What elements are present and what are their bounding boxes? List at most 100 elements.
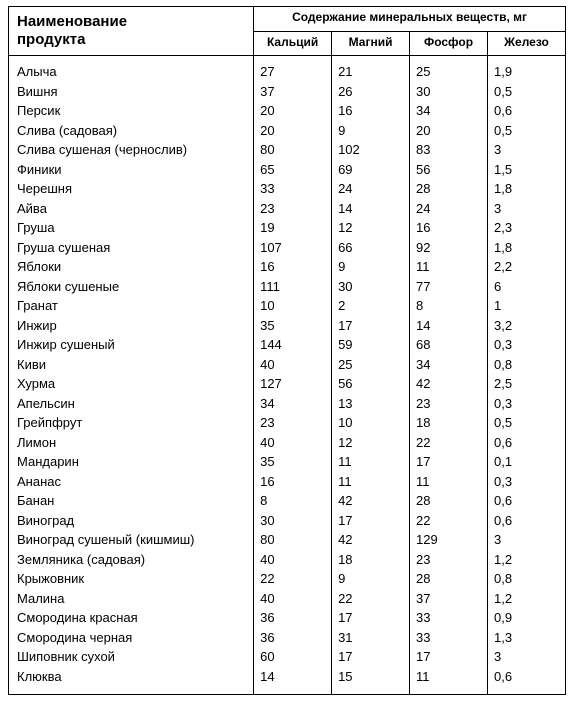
table-row: 0,6 xyxy=(494,433,559,453)
table-row: Ананас xyxy=(17,472,245,492)
table-row: 2 xyxy=(338,296,403,316)
table-row: 31 xyxy=(338,628,403,648)
table-row: Апельсин xyxy=(17,394,245,414)
table-row: 1,2 xyxy=(494,550,559,570)
table-row: 16 xyxy=(338,101,403,121)
table-row: 65 xyxy=(260,160,325,180)
table-row: 20 xyxy=(260,101,325,121)
table-row: Грейпфрут xyxy=(17,413,245,433)
table-row: 0,5 xyxy=(494,413,559,433)
table-row: 36 xyxy=(260,608,325,628)
table-row: 0,6 xyxy=(494,667,559,687)
table-row: 1 xyxy=(494,296,559,316)
table-row: 14 xyxy=(260,667,325,687)
table-row: 40 xyxy=(260,589,325,609)
table-row: 10 xyxy=(260,296,325,316)
table-row: 144 xyxy=(260,335,325,355)
table-row: Айва xyxy=(17,199,245,219)
table-row: 22 xyxy=(416,511,481,531)
table-row: 83 xyxy=(416,140,481,160)
table-row: 21 xyxy=(338,62,403,82)
table-row: 23 xyxy=(260,413,325,433)
table-row: 92 xyxy=(416,238,481,258)
table-row: 80 xyxy=(260,530,325,550)
table-row: 1,8 xyxy=(494,238,559,258)
table-row: Черешня xyxy=(17,179,245,199)
table-row: 10 xyxy=(338,413,403,433)
table-row: Персик xyxy=(17,101,245,121)
table-row: 102 xyxy=(338,140,403,160)
table-row: 18 xyxy=(338,550,403,570)
table-row: Инжир сушеный xyxy=(17,335,245,355)
table-row: 11 xyxy=(338,452,403,472)
table-row: 1,3 xyxy=(494,628,559,648)
table-row: 16 xyxy=(416,218,481,238)
table-row: 33 xyxy=(416,628,481,648)
table-row: 60 xyxy=(260,647,325,667)
table-row: 27 xyxy=(260,62,325,82)
table-row: 17 xyxy=(338,647,403,667)
table-row: Вишня xyxy=(17,82,245,102)
table-row: 3 xyxy=(494,530,559,550)
table-row: Смородина красная xyxy=(17,608,245,628)
table-row: Инжир xyxy=(17,316,245,336)
table-row: 34 xyxy=(416,355,481,375)
table-row: Малина xyxy=(17,589,245,609)
table-row: 59 xyxy=(338,335,403,355)
calcium-column: 2737202080653323191071611110351444012734… xyxy=(254,56,332,695)
table-row: 40 xyxy=(260,433,325,453)
table-row: 24 xyxy=(416,199,481,219)
table-row: 0,6 xyxy=(494,101,559,121)
table-row: 11 xyxy=(416,472,481,492)
table-row: 56 xyxy=(338,374,403,394)
table-row: 16 xyxy=(260,472,325,492)
table-row: 0,8 xyxy=(494,569,559,589)
table-row: 40 xyxy=(260,355,325,375)
table-row: 17 xyxy=(338,316,403,336)
table-row: 22 xyxy=(338,589,403,609)
table-row: 1,8 xyxy=(494,179,559,199)
table-row: 11 xyxy=(416,667,481,687)
table-row: 17 xyxy=(338,608,403,628)
table-row: Смородина черная xyxy=(17,628,245,648)
magnesium-column: 2126169102692414126693021759255613101211… xyxy=(332,56,410,695)
table-row: Хурма xyxy=(17,374,245,394)
table-row: 34 xyxy=(416,101,481,121)
table-row: Шиповник сухой xyxy=(17,647,245,667)
table-row: 34 xyxy=(260,394,325,414)
table-row: 26 xyxy=(338,82,403,102)
table-row: 127 xyxy=(260,374,325,394)
table-row: 69 xyxy=(338,160,403,180)
table-row: 0,3 xyxy=(494,335,559,355)
table-row: 20 xyxy=(260,121,325,141)
table-row: Финики xyxy=(17,160,245,180)
table-row: Слива (садовая) xyxy=(17,121,245,141)
table-row: 14 xyxy=(338,199,403,219)
table-row: 3 xyxy=(494,199,559,219)
table-row: 80 xyxy=(260,140,325,160)
table-row: 17 xyxy=(416,452,481,472)
table-row: 12 xyxy=(338,433,403,453)
header-calcium: Кальций xyxy=(254,31,332,56)
table-row: Крыжовник xyxy=(17,569,245,589)
table-row: 11 xyxy=(338,472,403,492)
table-row: 2,3 xyxy=(494,218,559,238)
table-row: 0,3 xyxy=(494,472,559,492)
table-row: Груша xyxy=(17,218,245,238)
table-row: Земляника (садовая) xyxy=(17,550,245,570)
table-row: 24 xyxy=(338,179,403,199)
table-row: 8 xyxy=(260,491,325,511)
header-product: Наименованиепродукта xyxy=(9,7,254,56)
table-row: 35 xyxy=(260,452,325,472)
table-row: 25 xyxy=(338,355,403,375)
table-row: Виноград xyxy=(17,511,245,531)
table-row: 0,6 xyxy=(494,491,559,511)
table-row: 0,9 xyxy=(494,608,559,628)
table-row: 33 xyxy=(260,179,325,199)
page-root: Наименованиепродукта Содержание минераль… xyxy=(0,0,574,703)
table-row: Лимон xyxy=(17,433,245,453)
table-row: 30 xyxy=(338,277,403,297)
table-row: 0,5 xyxy=(494,121,559,141)
table-row: 0,1 xyxy=(494,452,559,472)
table-row: 129 xyxy=(416,530,481,550)
